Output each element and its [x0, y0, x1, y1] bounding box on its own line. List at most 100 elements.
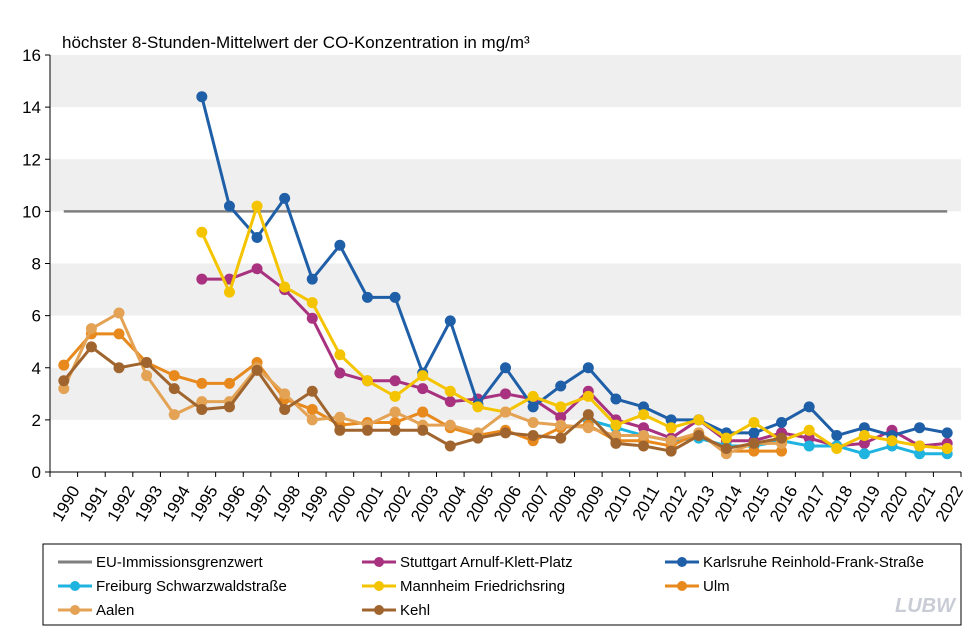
data-point [858, 437, 870, 449]
data-point [555, 401, 567, 413]
data-point [720, 443, 732, 455]
data-point [748, 416, 760, 428]
data-point [334, 411, 346, 423]
data-point [500, 362, 511, 374]
data-point [168, 409, 180, 421]
data-point [941, 427, 953, 439]
legend-item: Kehl [362, 602, 430, 619]
data-point [555, 432, 567, 444]
data-point [306, 273, 318, 285]
series-4 [196, 200, 953, 455]
data-point [279, 281, 291, 293]
data-point [113, 362, 125, 374]
data-point [472, 401, 484, 413]
grid-band [50, 263, 961, 316]
data-point [803, 401, 815, 413]
legend-swatch-marker [677, 557, 687, 567]
data-point [196, 403, 208, 415]
data-point [914, 422, 926, 434]
data-point [113, 307, 125, 319]
data-point [610, 430, 622, 442]
data-point [582, 362, 594, 374]
chart-title: höchster 8-Stunden-Mittelwert der CO-Kon… [62, 33, 530, 52]
data-point [223, 401, 235, 413]
y-tick-label: 6 [32, 307, 41, 326]
data-point [361, 375, 373, 387]
data-point [638, 440, 650, 452]
data-point [306, 312, 318, 324]
data-point [748, 445, 760, 457]
y-tick-label: 12 [22, 150, 41, 169]
data-point [444, 396, 456, 408]
data-point [361, 424, 373, 436]
data-point [582, 390, 594, 402]
data-point [665, 445, 677, 457]
y-tick-label: 14 [22, 98, 41, 117]
data-point [638, 401, 650, 413]
data-point [555, 411, 567, 423]
data-point [334, 367, 346, 379]
data-point [196, 396, 208, 408]
data-point [141, 357, 153, 369]
y-tick-label: 8 [32, 255, 41, 274]
data-point [196, 226, 208, 238]
data-point [500, 427, 511, 439]
legend-label: Ulm [703, 578, 730, 595]
data-point [389, 291, 401, 303]
data-point [527, 390, 539, 402]
series-group [58, 91, 953, 460]
data-point [941, 443, 953, 455]
legend-swatch-marker [677, 581, 687, 591]
data-point [196, 273, 208, 285]
data-point [85, 323, 97, 335]
data-point [251, 263, 263, 275]
data-point [306, 385, 318, 397]
data-point [306, 297, 318, 309]
data-point [196, 91, 208, 103]
data-point [610, 437, 622, 449]
series-7 [58, 341, 788, 457]
data-point [141, 370, 153, 382]
data-point [389, 375, 401, 387]
data-point [306, 403, 318, 415]
data-point [693, 430, 705, 442]
legend-item: Freiburg Schwarzwaldstraße [58, 578, 287, 595]
legend-item: Aalen [58, 602, 134, 619]
data-point [665, 422, 677, 434]
data-point [334, 349, 346, 361]
legend-swatch-marker [374, 557, 384, 567]
legend-label: Karlsruhe Reinhold-Frank-Straße [703, 554, 924, 571]
legend-swatch-marker [374, 605, 384, 615]
legend-label: EU-Immissionsgrenzwert [96, 554, 264, 571]
data-point [417, 383, 429, 395]
y-tick-label: 10 [22, 202, 41, 221]
legend-swatch-marker [374, 581, 384, 591]
legend-item: Stuttgart Arnulf-Klett-Platz [362, 554, 573, 571]
data-point [223, 286, 235, 298]
series-line [200, 204, 948, 451]
data-point [417, 370, 429, 382]
data-point [720, 432, 732, 444]
data-point [527, 416, 539, 428]
data-point [638, 409, 650, 421]
data-point [858, 422, 870, 434]
y-tick-label: 0 [32, 463, 41, 482]
data-point [776, 445, 788, 457]
data-point [58, 359, 70, 371]
legend-label: Stuttgart Arnulf-Klett-Platz [400, 554, 573, 571]
data-point [417, 424, 429, 436]
y-tick-label: 4 [32, 359, 41, 378]
data-point [555, 419, 567, 431]
series-line [201, 267, 948, 448]
data-point [251, 231, 263, 243]
data-point [527, 430, 539, 442]
legend-swatch-marker [70, 581, 80, 591]
data-point [500, 406, 511, 418]
data-point [334, 239, 346, 251]
data-point [803, 432, 815, 444]
data-point [168, 370, 180, 382]
data-point [610, 419, 622, 431]
data-point [914, 448, 926, 460]
data-point [279, 388, 291, 400]
